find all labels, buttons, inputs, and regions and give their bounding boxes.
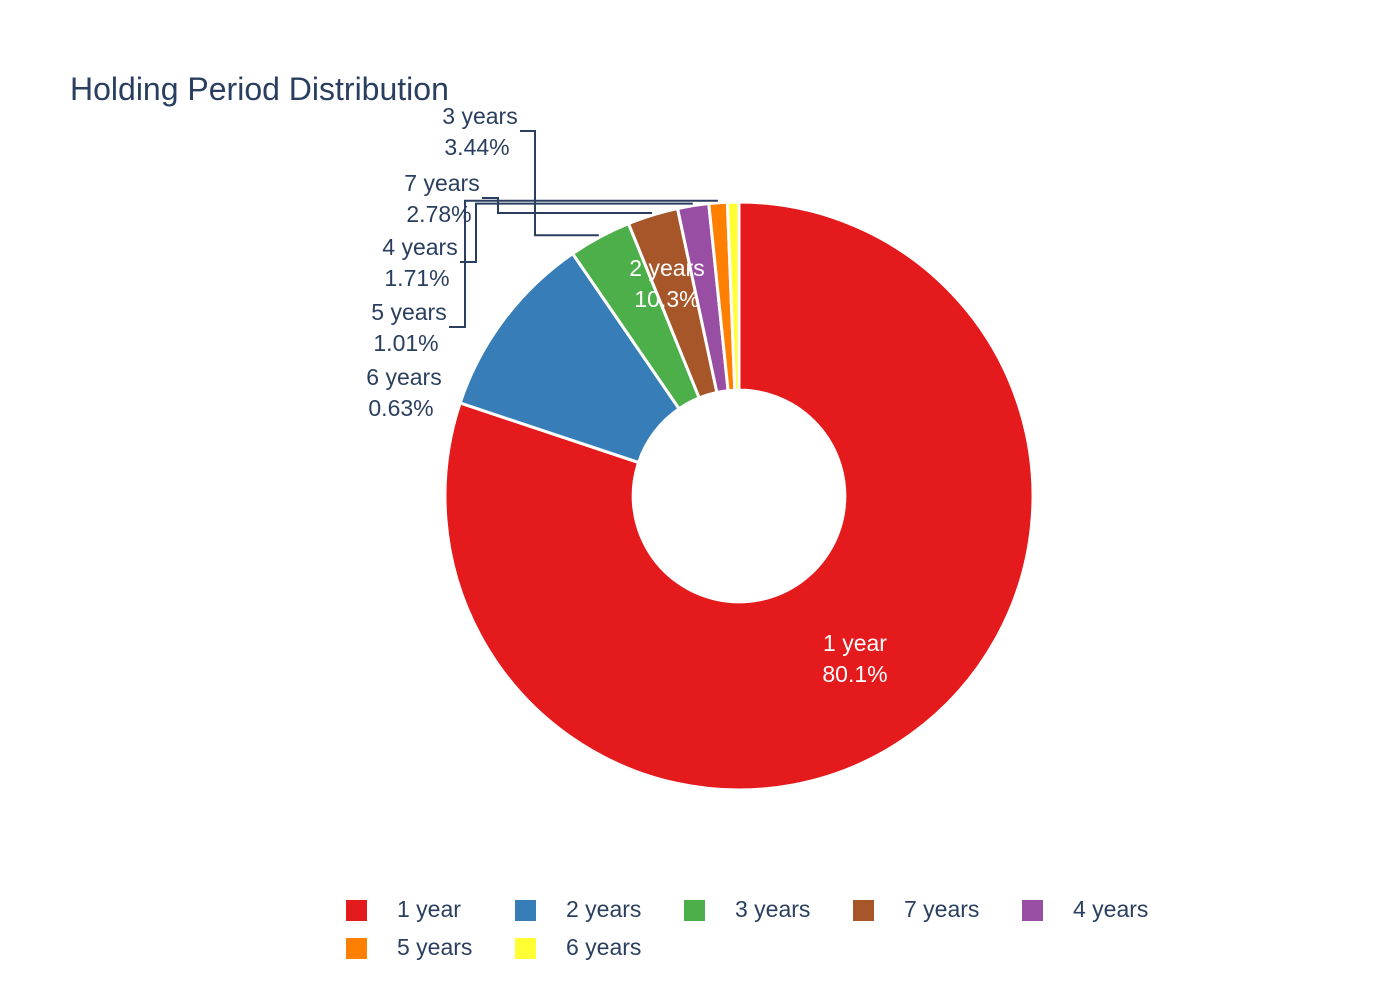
slice-percent-2-years: 10.3% [634, 286, 699, 312]
slice-percent-5-years: 1.01% [373, 330, 438, 356]
slice-percent-1-year: 80.1% [822, 661, 887, 687]
slice-percent-4-years: 1.71% [384, 265, 449, 291]
slice-label-2-years: 2 years [629, 255, 704, 281]
legend-item-2-years[interactable]: 2 years [515, 896, 641, 922]
legend-item-3-years[interactable]: 3 years [684, 896, 810, 922]
legend-item-6-years[interactable]: 6 years [515, 934, 641, 960]
legend: 1 year 2 years 3 years 7 years 4 years 5 year… [346, 896, 1148, 960]
slice-label-1-year: 1 year [823, 630, 887, 656]
slice-percent-3-years: 3.44% [444, 134, 509, 160]
legend-item-1-year[interactable]: 1 year [346, 896, 461, 922]
legend-label-1-year: 1 year [397, 896, 461, 922]
legend-swatch-2-years [515, 900, 536, 921]
legend-label-6-years: 6 years [566, 934, 641, 960]
legend-label-3-years: 3 years [735, 896, 810, 922]
slices-group [443, 200, 1035, 792]
chart-title: Holding Period Distribution [70, 71, 449, 107]
slice-label-3-years: 3 years [442, 103, 517, 129]
leader-line-3-years [520, 130, 599, 237]
leader-line-5-years [449, 199, 718, 328]
slice-label-4-years: 4 years [382, 234, 457, 260]
slice-label-6-years: 6 years [366, 364, 441, 390]
outside-labels-group: 3 years 3.44% 7 years 2.78% 4 years 1.71% 5 ye… [366, 103, 718, 421]
slice-1-year[interactable] [443, 200, 1035, 792]
slice-label-5-years: 5 years [371, 299, 446, 325]
legend-swatch-7-years [853, 900, 874, 921]
legend-swatch-1-year [346, 900, 367, 921]
legend-item-4-years[interactable]: 4 years [1022, 896, 1148, 922]
slice-percent-7-years: 2.78% [406, 201, 471, 227]
inside-labels-group: 1 year 80.1% 2 years 10.3% [629, 255, 887, 687]
legend-item-7-years[interactable]: 7 years [853, 896, 979, 922]
slice-6-years[interactable] [725, 200, 741, 392]
legend-label-7-years: 7 years [904, 896, 979, 922]
legend-label-2-years: 2 years [566, 896, 641, 922]
leader-line-7-years [482, 197, 653, 215]
legend-label-5-years: 5 years [397, 934, 472, 960]
slice-label-7-years: 7 years [404, 170, 479, 196]
slice-2-years[interactable] [458, 251, 682, 465]
leader-line-4-years [460, 202, 693, 263]
legend-swatch-4-years [1022, 900, 1043, 921]
legend-label-4-years: 4 years [1073, 896, 1148, 922]
legend-swatch-6-years [515, 938, 536, 959]
slice-percent-6-years: 0.63% [368, 395, 433, 421]
legend-item-5-years[interactable]: 5 years [346, 934, 472, 960]
legend-swatch-3-years [684, 900, 705, 921]
legend-swatch-5-years [346, 938, 367, 959]
